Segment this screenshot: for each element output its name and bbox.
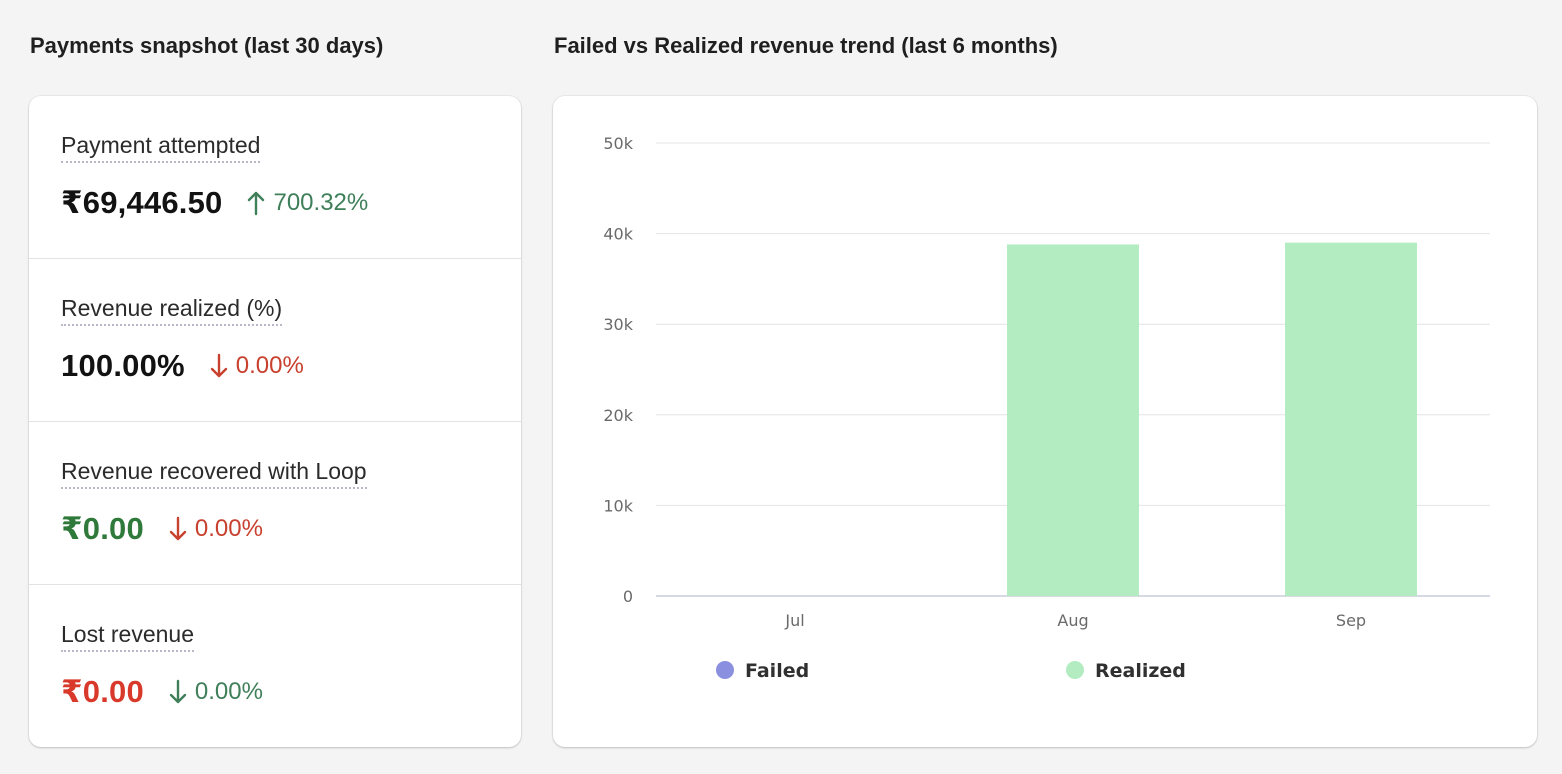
- revenue-trend-chart: 0 10k 20k 30k 40k 50k Jul Aug Sep Failed Realized: [603, 134, 1490, 682]
- metric-value: ₹0.00: [61, 511, 144, 546]
- metric-value: 100.00%: [61, 348, 185, 383]
- metric-label[interactable]: Revenue realized (%): [61, 293, 283, 326]
- metric-label[interactable]: Payment attempted: [61, 130, 261, 163]
- metric-change-value: 0.00%: [194, 515, 263, 542]
- metric-change: 0.00%: [168, 515, 263, 543]
- metric-lost-revenue: Lost revenue ₹0.00 0.00%: [29, 585, 521, 747]
- metric-revenue-realized: Revenue realized (%) 100.00% 0.00%: [29, 259, 521, 422]
- metric-value: ₹0.00: [61, 674, 144, 709]
- y-tick-label: 50k: [603, 134, 633, 153]
- arrow-down-icon: [169, 679, 187, 704]
- arrow-down-icon: [210, 353, 227, 378]
- arrow-down-icon: [169, 516, 187, 541]
- metric-label[interactable]: Revenue recovered with Loop: [61, 456, 367, 489]
- bar-realized: [1285, 242, 1417, 596]
- y-tick-label: 40k: [603, 225, 633, 244]
- revenue-trend-chart-card: 0 10k 20k 30k 40k 50k Jul Aug Sep Failed Realized: [553, 96, 1537, 747]
- y-tick-label: 30k: [603, 315, 633, 334]
- legend-label: Realized: [1095, 660, 1186, 682]
- metric-change: 700.32%: [246, 189, 368, 217]
- metric-change: 0.00%: [209, 352, 304, 380]
- metric-revenue-recovered: Revenue recovered with Loop ₹0.00 0.00%: [29, 422, 521, 585]
- legend-swatch: [716, 661, 734, 679]
- y-tick-label: 20k: [603, 406, 633, 425]
- metric-change-value: 700.32%: [273, 189, 369, 216]
- metric-change: 0.00%: [168, 678, 263, 706]
- y-tick-label: 0: [623, 587, 633, 606]
- legend-label: Failed: [745, 660, 809, 682]
- bar-realized: [1007, 244, 1139, 597]
- chart-title: Failed vs Realized revenue trend (last 6…: [554, 33, 1058, 58]
- arrow-up-icon: [248, 191, 265, 216]
- metric-change-value: 0.00%: [194, 678, 263, 705]
- metric-label[interactable]: Lost revenue: [61, 619, 194, 652]
- legend-swatch: [1066, 661, 1084, 679]
- metric-change-value: 0.00%: [235, 352, 304, 379]
- y-tick-label: 10k: [603, 496, 633, 515]
- x-tick-label: Jul: [784, 611, 804, 630]
- x-tick-label: Sep: [1336, 611, 1366, 630]
- metric-payment-attempted: Payment attempted ₹69,446.50 700.32%: [29, 96, 521, 259]
- payments-snapshot-card: Payment attempted ₹69,446.50 700.32% Rev…: [29, 96, 521, 747]
- x-tick-label: Aug: [1057, 611, 1088, 630]
- metric-value: ₹69,446.50: [61, 185, 223, 220]
- snapshot-title: Payments snapshot (last 30 days): [30, 33, 384, 58]
